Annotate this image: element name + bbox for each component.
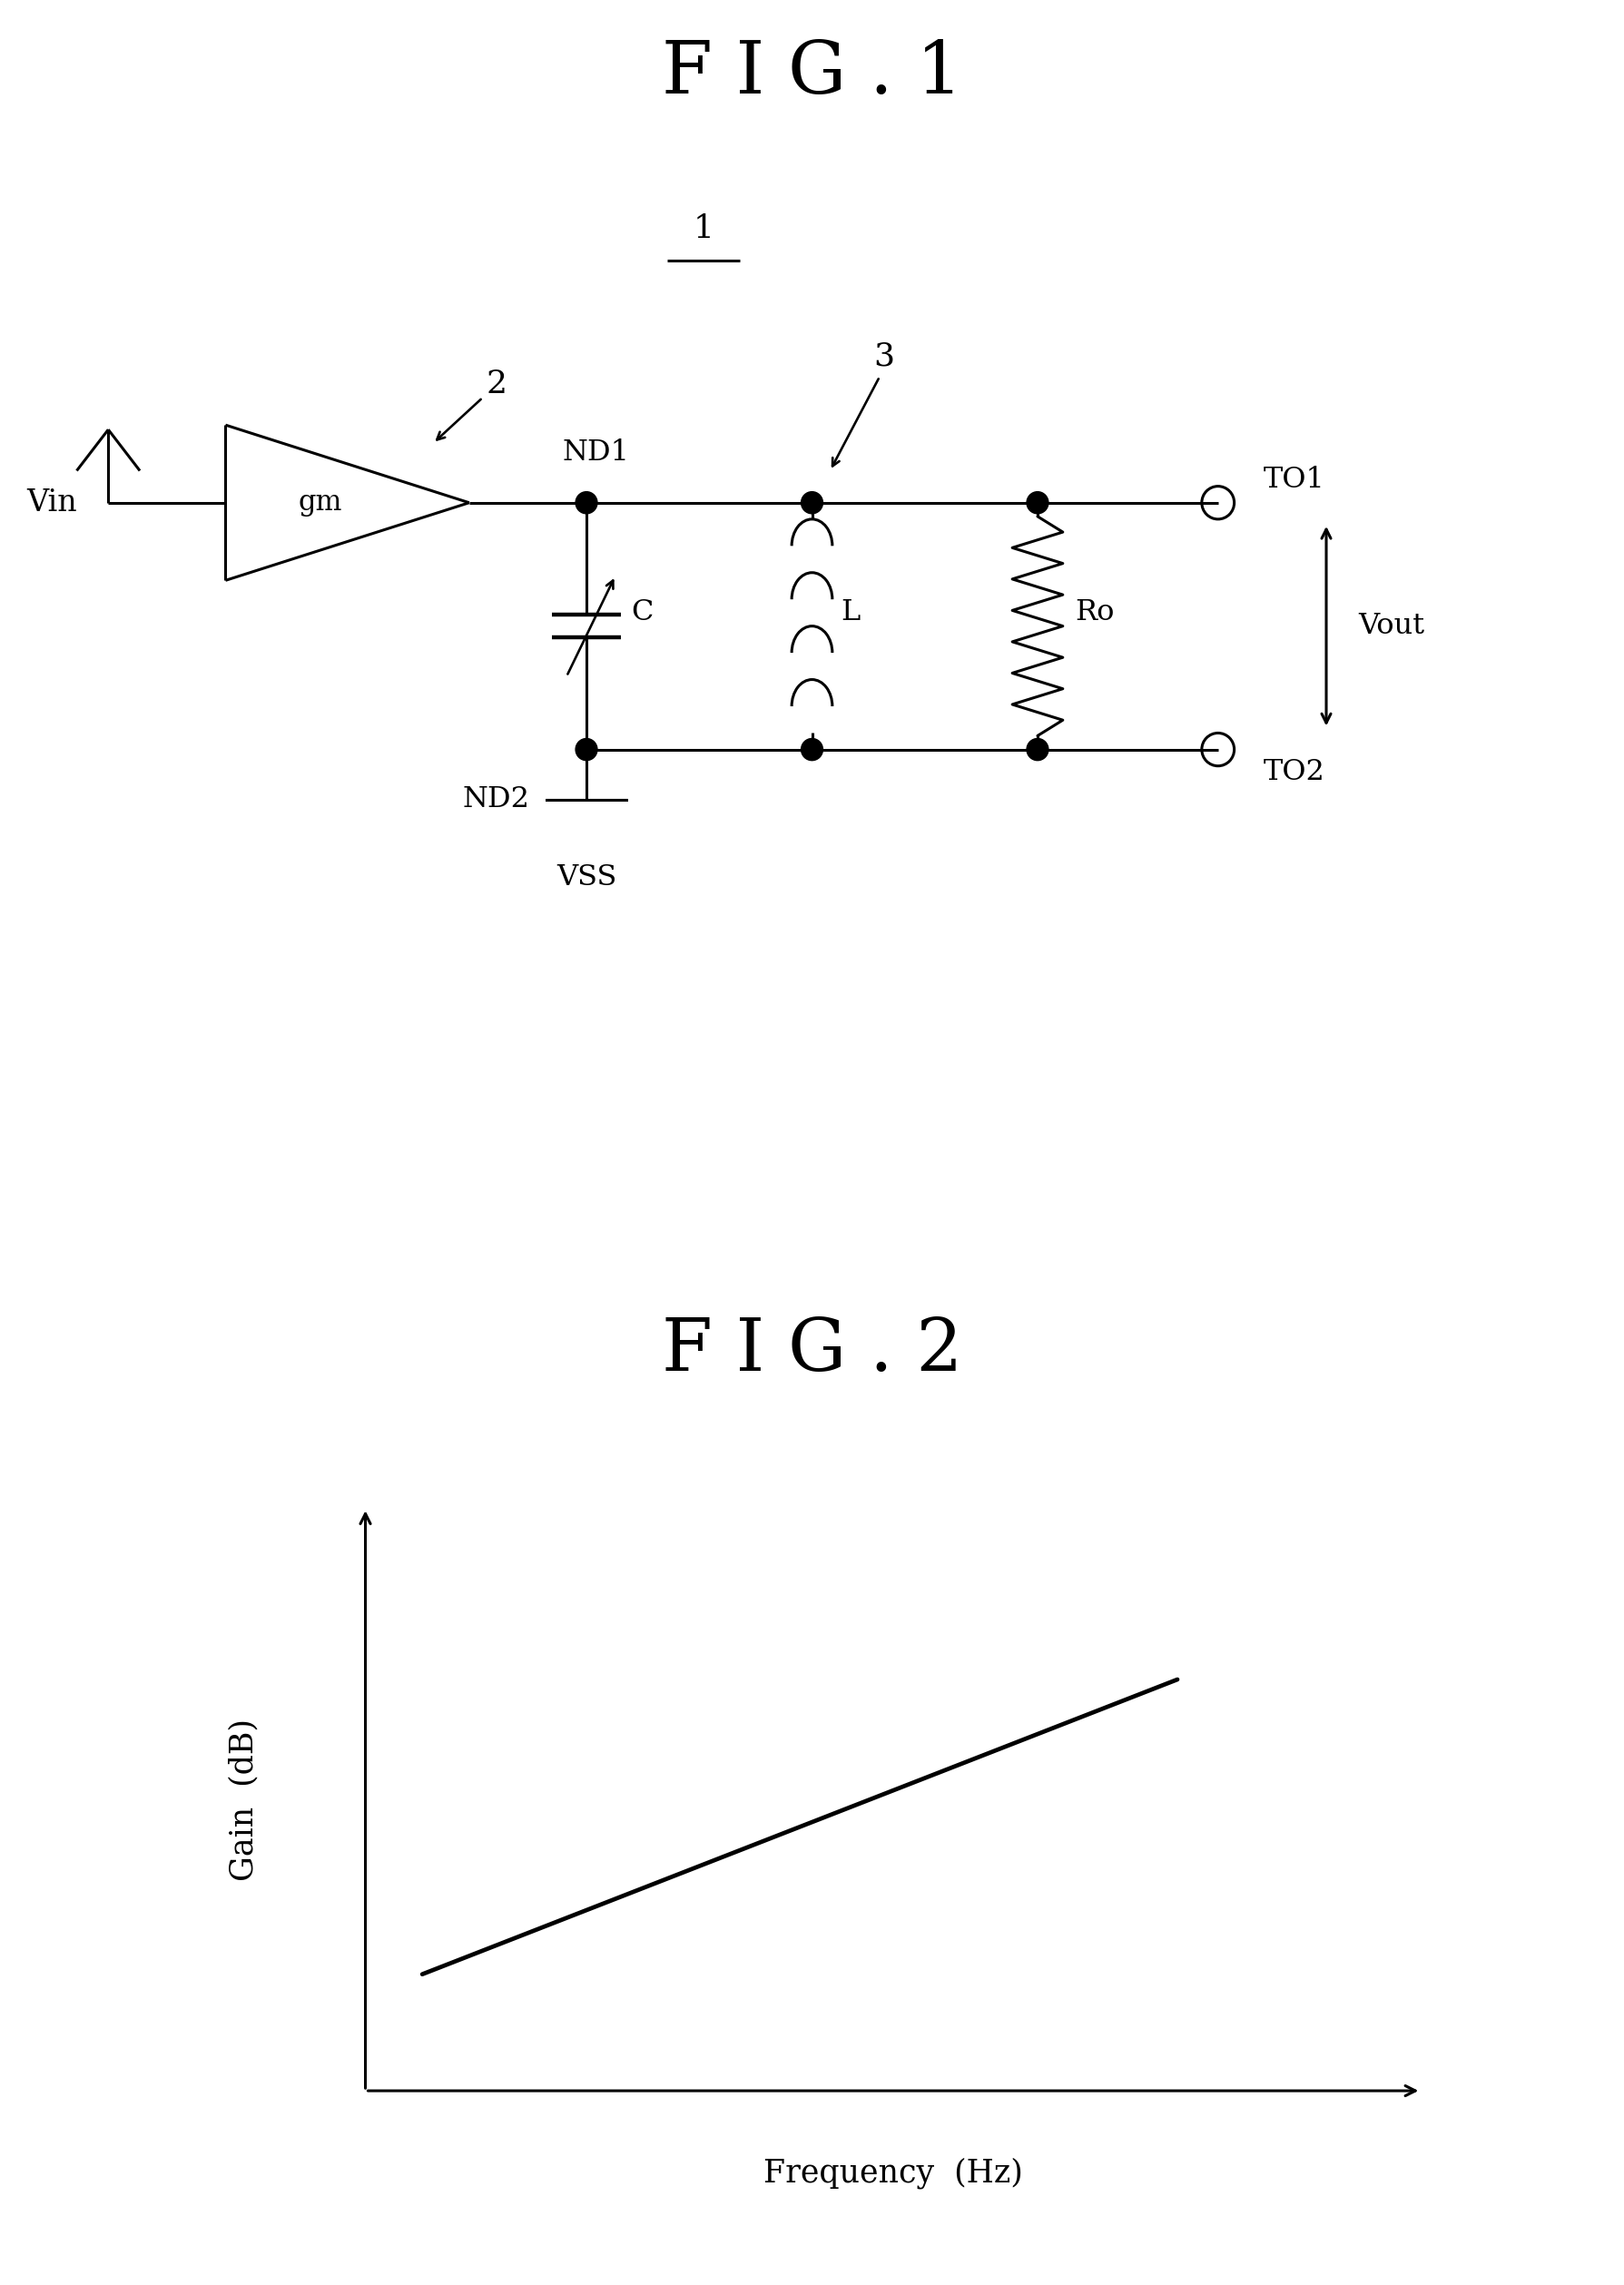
Text: Vout: Vout bbox=[1358, 612, 1424, 640]
Text: gm: gm bbox=[299, 489, 343, 516]
Text: C: C bbox=[632, 599, 654, 626]
Text: L: L bbox=[841, 599, 861, 626]
Circle shape bbox=[1026, 738, 1049, 761]
Circle shape bbox=[1026, 491, 1049, 514]
Text: Frequency  (Hz): Frequency (Hz) bbox=[763, 2157, 1023, 2189]
Text: 2: 2 bbox=[486, 368, 507, 400]
Circle shape bbox=[801, 491, 823, 514]
Text: TO2: TO2 bbox=[1263, 759, 1325, 786]
Text: 3: 3 bbox=[874, 340, 895, 372]
Text: 1: 1 bbox=[693, 213, 715, 244]
Text: VSS: VSS bbox=[557, 864, 617, 891]
Circle shape bbox=[801, 738, 823, 761]
Text: ND1: ND1 bbox=[562, 439, 628, 466]
Text: Ro: Ro bbox=[1075, 599, 1116, 626]
Text: F I G . 2: F I G . 2 bbox=[661, 1316, 963, 1385]
Circle shape bbox=[575, 738, 598, 761]
Circle shape bbox=[575, 491, 598, 514]
Text: Gain  (dB): Gain (dB) bbox=[227, 1718, 260, 1881]
Text: F I G . 1: F I G . 1 bbox=[661, 39, 963, 107]
Text: TO1: TO1 bbox=[1263, 466, 1325, 494]
Text: ND2: ND2 bbox=[463, 786, 529, 813]
Text: Vin: Vin bbox=[26, 489, 76, 516]
